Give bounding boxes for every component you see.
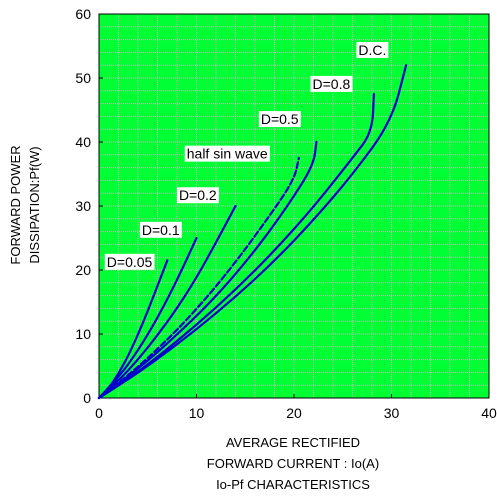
curve-label-text: D=0.8 [313, 76, 351, 92]
series-line-d-0-1 [97, 236, 198, 400]
y-tick-label: 40 [75, 134, 91, 150]
curve-label: D=0.05 [104, 253, 155, 270]
curve-label-box [310, 75, 353, 92]
x-tick-label: 0 [95, 405, 103, 421]
curve-label-box [184, 145, 270, 162]
curve-label: D=0.8 [310, 75, 353, 92]
curve-label: D=0.1 [139, 221, 182, 238]
curve-label-text: D=0.5 [261, 111, 299, 127]
curve-label-text: half sin wave [187, 146, 268, 162]
curve-label-text: D=0.05 [107, 254, 153, 270]
y-tick-label: 0 [83, 390, 91, 406]
curve-label-box [356, 41, 389, 58]
x-axis-label-line-1: AVERAGE RECTIFIED [226, 435, 360, 450]
curve-label-text: D=0.2 [179, 187, 217, 203]
curve-labels: D=0.05 D=0.1 D=0.2 half sin wave D=0.5 D=0.8 D… [104, 41, 389, 270]
series-line-d-0-2 [97, 204, 237, 400]
x-tick-label: 40 [481, 405, 497, 421]
series-line-d-c [97, 64, 408, 400]
curve-label-box [104, 253, 155, 270]
series-line-half-sin-wave [97, 156, 300, 400]
curve-label-text: D=0.1 [142, 222, 180, 238]
series-line-d-0-5 [97, 140, 318, 400]
series-line-d-0-8 [97, 92, 375, 400]
grid [99, 14, 489, 398]
x-axis-label-line-2: FORWARD CURRENT : Io(A) [207, 456, 379, 471]
x-tick-label: 10 [189, 405, 205, 421]
curve-label: half sin wave [184, 145, 270, 162]
chart-caption: Io-Pf CHARACTERISTICS [216, 477, 370, 492]
x-tick-label: 30 [384, 405, 400, 421]
y-axis-label-line-2: DISSIPATION:Pf(W) [27, 146, 42, 263]
axis-ticks: 0 10 20 30 40 0 10 20 30 40 50 60 [75, 6, 497, 421]
curve-label-box [176, 187, 219, 204]
curve-label-text: D.C. [358, 42, 386, 58]
y-tick-label: 30 [75, 198, 91, 214]
curve-label: D=0.2 [176, 187, 219, 204]
curve-label: D=0.5 [258, 111, 301, 128]
y-tick-label: 10 [75, 326, 91, 342]
curve-label: D.C. [356, 41, 389, 58]
y-tick-label: 50 [75, 70, 91, 86]
curve-label-box [258, 111, 301, 128]
y-tick-label: 60 [75, 6, 91, 22]
series-lines [97, 64, 408, 400]
y-tick-label: 20 [75, 262, 91, 278]
x-tick-label: 20 [286, 405, 302, 421]
y-axis-label-line-1: FORWARD POWER [8, 145, 23, 264]
curve-label-box [139, 221, 182, 238]
